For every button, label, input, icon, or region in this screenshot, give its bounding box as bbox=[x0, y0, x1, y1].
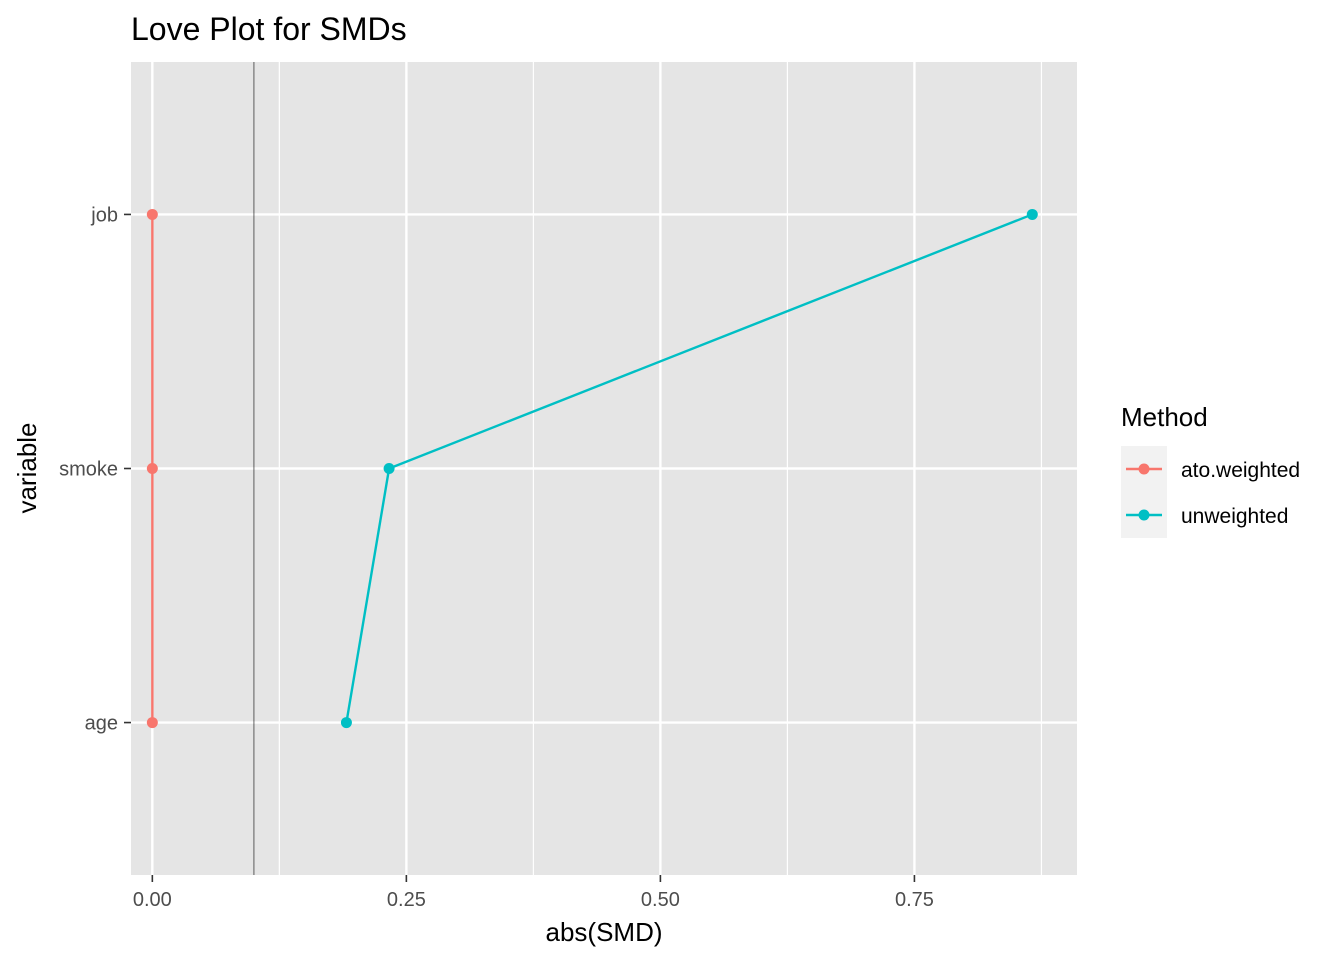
data-point bbox=[1026, 208, 1038, 220]
y-tick-label: smoke bbox=[59, 459, 118, 481]
x-tick-label: 0.50 bbox=[641, 889, 680, 911]
data-point bbox=[340, 717, 352, 729]
legend-key-point bbox=[1138, 463, 1150, 475]
y-axis-title: variable bbox=[12, 422, 42, 513]
x-axis: 0.00 0.25 0.50 0.75 bbox=[133, 875, 934, 911]
legend-title: Method bbox=[1121, 402, 1208, 432]
x-tick-label: 0.75 bbox=[895, 889, 934, 911]
legend-items: ato.weighted unweighted bbox=[1121, 446, 1300, 538]
y-tick-label: job bbox=[90, 204, 118, 226]
legend-key-point bbox=[1138, 509, 1150, 521]
legend-label: ato.weighted bbox=[1181, 459, 1300, 482]
y-tick-label: age bbox=[85, 713, 118, 735]
x-tick-label: 0.25 bbox=[387, 889, 426, 911]
y-axis: age smoke job bbox=[59, 204, 131, 735]
data-point bbox=[146, 463, 158, 474]
x-axis-title: abs(SMD) bbox=[545, 917, 662, 947]
chart-title: Love Plot for SMDs bbox=[131, 11, 407, 47]
legend-label: unweighted bbox=[1181, 505, 1288, 528]
data-point bbox=[383, 463, 395, 474]
legend: Method ato.weighted unweighted bbox=[1121, 402, 1300, 538]
major-gridlines bbox=[131, 62, 1077, 875]
data-point bbox=[146, 208, 158, 220]
data-point bbox=[146, 717, 158, 729]
series-points bbox=[146, 208, 1038, 729]
x-tick-label: 0.00 bbox=[133, 889, 172, 911]
